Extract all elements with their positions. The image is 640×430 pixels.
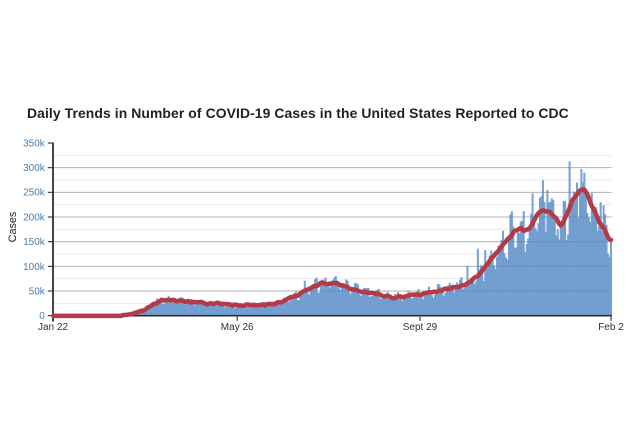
svg-text:Jan 22: Jan 22 bbox=[38, 322, 68, 333]
svg-text:200k: 200k bbox=[23, 212, 46, 223]
svg-text:May 26: May 26 bbox=[221, 322, 254, 333]
svg-text:350k: 350k bbox=[23, 138, 46, 149]
svg-text:Sept 29: Sept 29 bbox=[403, 322, 438, 333]
svg-text:300k: 300k bbox=[23, 163, 46, 174]
svg-text:250k: 250k bbox=[23, 188, 46, 199]
svg-text:Cases: Cases bbox=[7, 211, 19, 242]
svg-text:Daily Trends in Number of COVI: Daily Trends in Number of COVID-19 Cases… bbox=[27, 105, 569, 121]
svg-text:Feb 2: Feb 2 bbox=[598, 322, 624, 333]
svg-text:100k: 100k bbox=[23, 262, 46, 273]
svg-text:0: 0 bbox=[39, 311, 45, 322]
svg-text:50k: 50k bbox=[29, 286, 46, 297]
svg-text:150k: 150k bbox=[23, 237, 46, 248]
